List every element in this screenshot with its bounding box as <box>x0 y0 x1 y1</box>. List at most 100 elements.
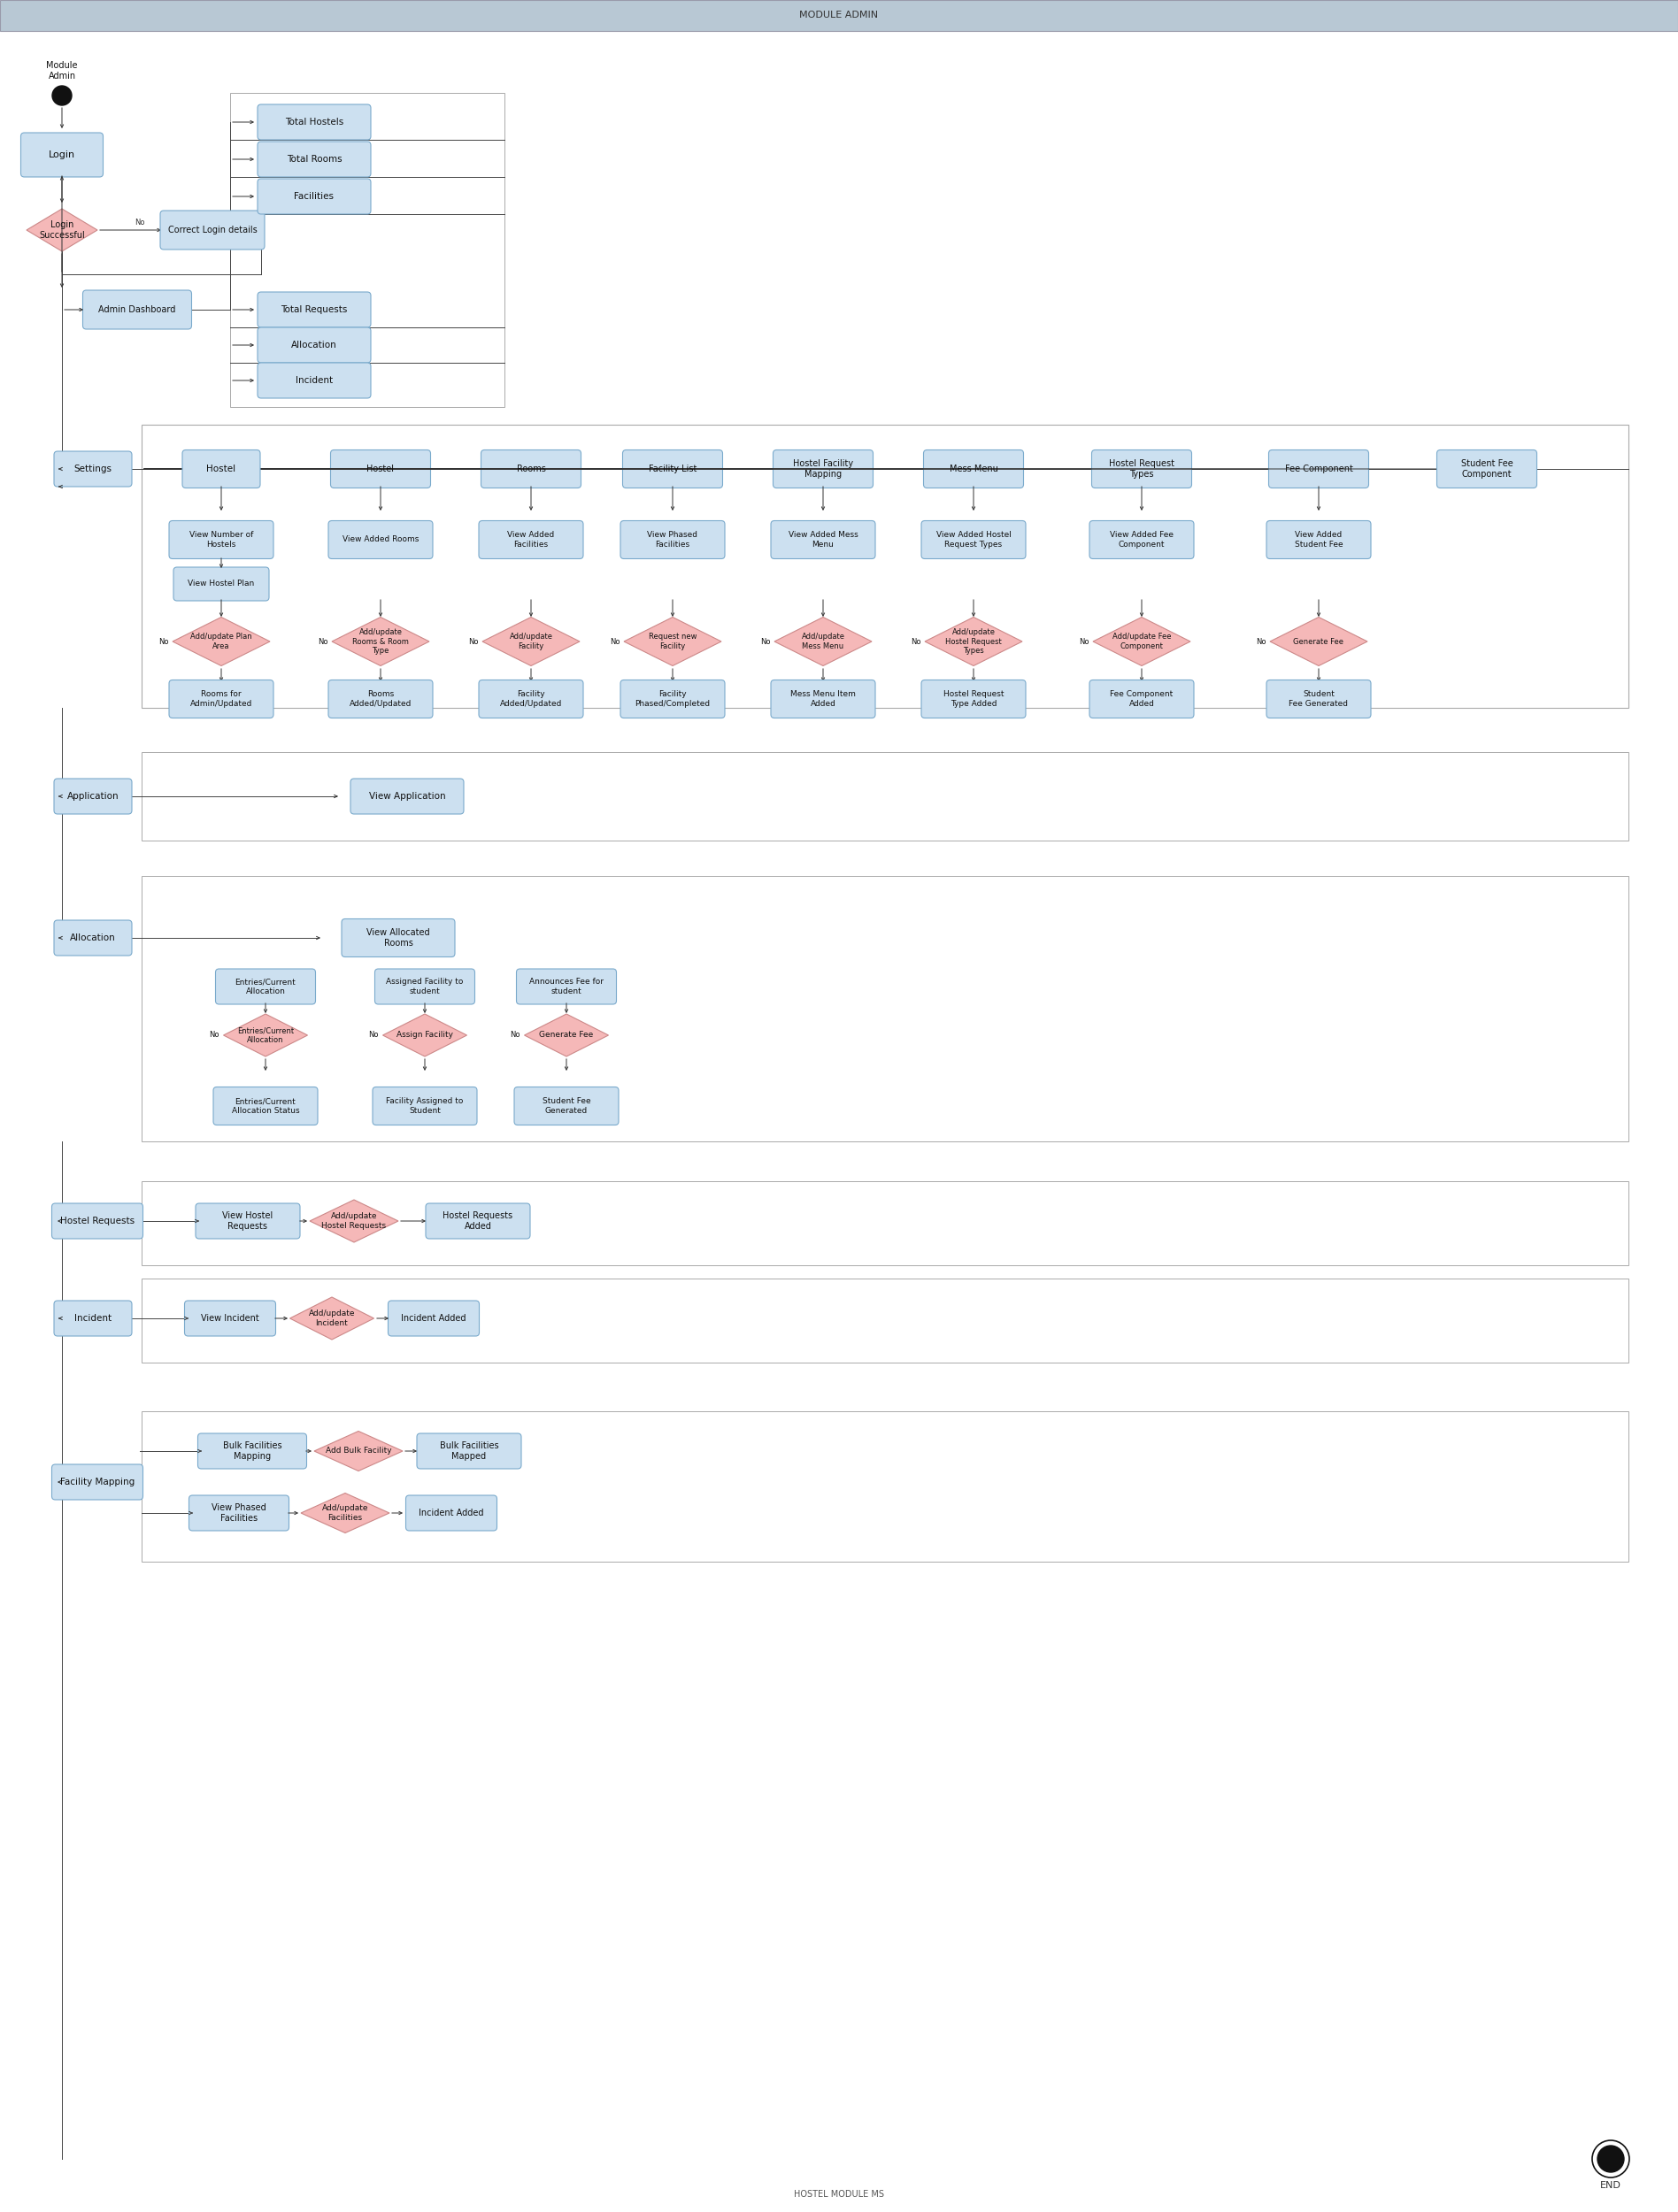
Text: View Allocated
Rooms: View Allocated Rooms <box>366 929 430 947</box>
Text: Entries/Current
Allocation Status: Entries/Current Allocation Status <box>232 1097 299 1115</box>
Text: HOSTEL MODULE MS: HOSTEL MODULE MS <box>794 2190 884 2199</box>
Polygon shape <box>774 617 873 666</box>
FancyBboxPatch shape <box>621 679 725 719</box>
Text: Mess Menu: Mess Menu <box>950 465 998 473</box>
Text: Bulk Facilities
Mapping: Bulk Facilities Mapping <box>223 1442 282 1460</box>
Text: Student
Fee Generated: Student Fee Generated <box>1289 690 1349 708</box>
Text: View Application: View Application <box>369 792 445 801</box>
FancyBboxPatch shape <box>517 969 616 1004</box>
FancyBboxPatch shape <box>257 327 371 363</box>
Text: No: No <box>510 1031 520 1040</box>
Polygon shape <box>482 617 579 666</box>
Text: Incident Added: Incident Added <box>401 1314 466 1323</box>
Text: Correct Login details: Correct Login details <box>168 226 257 234</box>
FancyBboxPatch shape <box>1269 449 1369 489</box>
Text: Assigned Facility to
student: Assigned Facility to student <box>386 978 463 995</box>
FancyBboxPatch shape <box>54 451 133 487</box>
FancyBboxPatch shape <box>1089 520 1193 560</box>
FancyBboxPatch shape <box>82 290 191 330</box>
Text: Fee Component
Added: Fee Component Added <box>1111 690 1173 708</box>
FancyBboxPatch shape <box>342 918 455 958</box>
FancyBboxPatch shape <box>169 520 274 560</box>
FancyBboxPatch shape <box>373 1086 477 1126</box>
FancyBboxPatch shape <box>198 1433 307 1469</box>
Bar <box>141 752 1628 841</box>
Text: Add/update
Mess Menu: Add/update Mess Menu <box>802 633 844 650</box>
Text: View Incident: View Incident <box>201 1314 258 1323</box>
FancyBboxPatch shape <box>257 104 371 139</box>
Bar <box>141 1181 1628 1265</box>
Text: Application: Application <box>67 792 119 801</box>
Text: Hostel: Hostel <box>367 465 394 473</box>
Text: Facilities: Facilities <box>294 192 334 201</box>
Text: Allocation: Allocation <box>292 341 337 349</box>
Text: Incident: Incident <box>74 1314 111 1323</box>
FancyBboxPatch shape <box>20 133 102 177</box>
Text: No: No <box>760 637 770 646</box>
Bar <box>141 1411 1628 1562</box>
Text: Admin Dashboard: Admin Dashboard <box>99 305 176 314</box>
FancyBboxPatch shape <box>1092 449 1191 489</box>
FancyBboxPatch shape <box>257 363 371 398</box>
FancyBboxPatch shape <box>513 1086 619 1126</box>
Polygon shape <box>314 1431 403 1471</box>
Text: Incident: Incident <box>295 376 332 385</box>
FancyBboxPatch shape <box>478 679 584 719</box>
FancyBboxPatch shape <box>52 1203 143 1239</box>
Polygon shape <box>173 617 270 666</box>
Text: Fee Component: Fee Component <box>1285 465 1352 473</box>
Bar <box>141 1279 1628 1363</box>
Text: Generate Fee: Generate Fee <box>1294 637 1344 646</box>
Text: Entries/Current
Allocation: Entries/Current Allocation <box>235 978 295 995</box>
Text: View Number of
Hostels: View Number of Hostels <box>190 531 253 549</box>
Text: Total Hostels: Total Hostels <box>285 117 344 126</box>
FancyBboxPatch shape <box>921 679 1025 719</box>
FancyBboxPatch shape <box>159 210 265 250</box>
FancyBboxPatch shape <box>774 449 873 489</box>
Text: Add/update
Hostel Requests: Add/update Hostel Requests <box>322 1212 386 1230</box>
Text: Total Requests: Total Requests <box>280 305 347 314</box>
FancyBboxPatch shape <box>426 1203 530 1239</box>
Text: No: No <box>1079 637 1089 646</box>
Ellipse shape <box>52 86 72 106</box>
FancyBboxPatch shape <box>196 1203 300 1239</box>
Text: Hostel Request
Types: Hostel Request Types <box>1109 460 1175 478</box>
Polygon shape <box>524 1013 609 1057</box>
FancyBboxPatch shape <box>257 142 371 177</box>
FancyBboxPatch shape <box>331 449 431 489</box>
Text: View Added Fee
Component: View Added Fee Component <box>1109 531 1173 549</box>
Text: MODULE ADMIN: MODULE ADMIN <box>799 11 879 20</box>
Polygon shape <box>300 1493 389 1533</box>
Text: View Added Hostel
Request Types: View Added Hostel Request Types <box>936 531 1012 549</box>
Text: View Added Mess
Menu: View Added Mess Menu <box>789 531 857 549</box>
Text: Total Rooms: Total Rooms <box>287 155 342 164</box>
FancyBboxPatch shape <box>416 1433 522 1469</box>
Text: Assign Facility: Assign Facility <box>396 1031 453 1040</box>
FancyBboxPatch shape <box>374 969 475 1004</box>
Polygon shape <box>332 617 430 666</box>
Text: No: No <box>911 637 921 646</box>
Text: Rooms for
Admin/Updated: Rooms for Admin/Updated <box>190 690 252 708</box>
FancyBboxPatch shape <box>54 1301 133 1336</box>
Polygon shape <box>925 617 1022 666</box>
FancyBboxPatch shape <box>921 520 1025 560</box>
Text: No: No <box>210 1031 220 1040</box>
FancyBboxPatch shape <box>1436 449 1537 489</box>
Text: END: END <box>1601 2181 1621 2190</box>
Text: Bulk Facilities
Mapped: Bulk Facilities Mapped <box>440 1442 498 1460</box>
FancyBboxPatch shape <box>257 179 371 215</box>
Text: View Added
Student Fee: View Added Student Fee <box>1294 531 1342 549</box>
Text: Add Bulk Facility: Add Bulk Facility <box>326 1447 391 1455</box>
Text: Student Fee
Component: Student Fee Component <box>1462 460 1514 478</box>
Text: View Hostel
Requests: View Hostel Requests <box>223 1212 274 1230</box>
Text: Allocation: Allocation <box>70 933 116 942</box>
Text: View Hostel Plan: View Hostel Plan <box>188 580 255 588</box>
Text: No: No <box>369 1031 379 1040</box>
Text: Add/update
Rooms & Room
Type: Add/update Rooms & Room Type <box>352 628 409 655</box>
Text: No: No <box>159 637 169 646</box>
Polygon shape <box>27 208 97 252</box>
FancyBboxPatch shape <box>169 679 274 719</box>
FancyBboxPatch shape <box>185 1301 275 1336</box>
FancyBboxPatch shape <box>183 449 260 489</box>
FancyBboxPatch shape <box>406 1495 497 1531</box>
